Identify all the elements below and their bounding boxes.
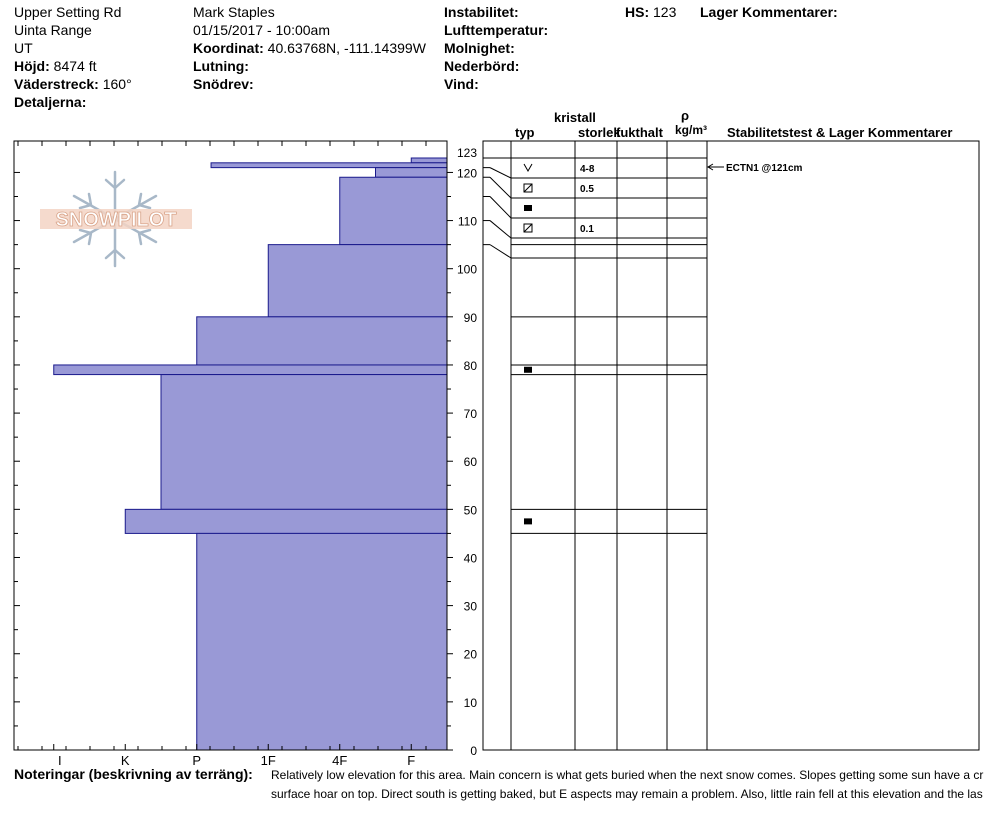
- depth-connector: [489, 176, 512, 199]
- grain-faceted-icon: [523, 183, 533, 193]
- arrow-left-icon: [707, 163, 714, 171]
- notes-line-1: Relatively low elevation for this area. …: [271, 768, 984, 782]
- snowpilot-logo: SNOWPILOT: [40, 170, 192, 268]
- wind-loading-label: Snödrev:: [193, 76, 254, 92]
- elevation-value: 8474 ft: [53, 58, 97, 74]
- hardness-bar-3: [339, 176, 448, 246]
- crystal-header: kristall: [554, 110, 596, 125]
- hardness-bar-4: [267, 244, 448, 318]
- wind-label: Vind:: [444, 76, 479, 92]
- density-unit-header: kg/m³: [675, 123, 708, 137]
- precip-label: Nederbörd:: [444, 58, 520, 74]
- hardness-tick-label: K: [121, 753, 130, 768]
- profile-frame: [13, 140, 448, 751]
- depth-tick-label: 40: [464, 551, 478, 565]
- depth-connector: [489, 244, 512, 259]
- logo-text: SNOWPILOT: [55, 209, 176, 231]
- notes-label: Noteringar (beskrivning av terräng):: [14, 766, 253, 782]
- hardness-tick-label: P: [192, 753, 201, 768]
- grain-ice-icon: [524, 366, 532, 373]
- site-state: UT: [14, 40, 33, 56]
- aspect-row: Väderstreck: 160°: [14, 76, 132, 93]
- instability-label: Instabilitet:: [444, 4, 519, 20]
- depth-tick-label: 10: [464, 696, 478, 710]
- grain-faceted-icon: [523, 223, 533, 233]
- sky-label: Molnighet:: [444, 40, 515, 56]
- hardness-bar-0: [410, 157, 448, 164]
- aspect-value: 160°: [102, 76, 132, 92]
- depth-tick-label: 120: [457, 166, 477, 180]
- air-temp-label: Lufttemperatur:: [444, 22, 549, 38]
- hardness-bar-7: [160, 374, 448, 510]
- hardness-tick-label: 1F: [261, 753, 276, 768]
- hardness-tick-label: 4F: [332, 753, 347, 768]
- site-range: Uinta Range: [14, 22, 92, 38]
- hardness-tick-label: F: [407, 753, 415, 768]
- grain-surface-hoar-icon: [523, 163, 533, 173]
- grain-size-label: 0.5: [580, 184, 594, 195]
- site-name: Upper Setting Rd: [14, 4, 122, 20]
- elevation-row: Höjd: 8474 ft: [14, 58, 96, 75]
- hardness-tick-label: I: [58, 753, 62, 768]
- hs-label: HS:: [625, 4, 650, 20]
- notes-line-2: surface hoar on top. Direct south is get…: [271, 787, 983, 801]
- coordinate-value: 40.63768N, -111.14399W: [267, 40, 426, 56]
- stability-header: Stabilitetstest & Lager Kommentarer: [727, 125, 953, 140]
- depth-tick-label: 50: [464, 503, 478, 517]
- hardness-bar-1: [210, 162, 448, 169]
- grain-ice-icon: [524, 518, 532, 525]
- moisture-header: fukthalt: [616, 125, 663, 140]
- elevation-label: Höjd:: [14, 58, 50, 74]
- grain-faceted-icon: [523, 223, 533, 233]
- table-frame: [482, 140, 980, 751]
- coordinate-label: Koordinat:: [193, 40, 264, 56]
- depth-tick-label: 60: [464, 455, 478, 469]
- depth-connector: [489, 167, 512, 179]
- depth-connector: [489, 196, 512, 219]
- grain-ice-icon: [524, 205, 532, 211]
- size-header: storlek: [578, 125, 621, 140]
- hs-row: HS: 123: [625, 4, 676, 21]
- details-label: Detaljerna:: [14, 94, 87, 110]
- hardness-bar-5: [196, 316, 448, 366]
- grain-size-label: 0.1: [580, 224, 594, 235]
- grain-size-label: 4-8: [580, 164, 595, 175]
- depth-tick-label: 123: [457, 146, 477, 160]
- observer-name: Mark Staples: [193, 4, 275, 20]
- rho-header: ρ: [681, 108, 690, 123]
- hardness-bar-6: [53, 364, 448, 376]
- observation-datetime: 01/15/2017 - 10:00am: [193, 22, 330, 38]
- depth-tick-label: 0: [470, 744, 477, 758]
- type-header: typ: [515, 125, 535, 140]
- slope-label: Lutning:: [193, 58, 249, 74]
- hardness-bar-9: [196, 532, 448, 751]
- depth-tick-label: 20: [464, 648, 478, 662]
- depth-tick-label: 80: [464, 359, 478, 373]
- grain-faceted-icon: [523, 183, 533, 193]
- depth-tick-label: 110: [458, 215, 477, 229]
- aspect-label: Väderstreck:: [14, 76, 99, 92]
- depth-tick-label: 70: [464, 407, 478, 421]
- depth-tick-label: 100: [457, 263, 477, 277]
- depth-connector: [489, 220, 512, 239]
- hardness-bar-8: [124, 508, 448, 534]
- depth-tick-label: 90: [464, 311, 478, 325]
- layer-comments-label: Lager Kommentarer:: [700, 4, 838, 20]
- hardness-bar-2: [375, 167, 448, 178]
- stability-test-label: ECTN1 @121cm: [726, 163, 803, 174]
- hs-value: 123: [653, 4, 677, 20]
- depth-tick-label: 30: [464, 600, 478, 614]
- coordinate-row: Koordinat: 40.63768N, -111.14399W: [193, 40, 426, 57]
